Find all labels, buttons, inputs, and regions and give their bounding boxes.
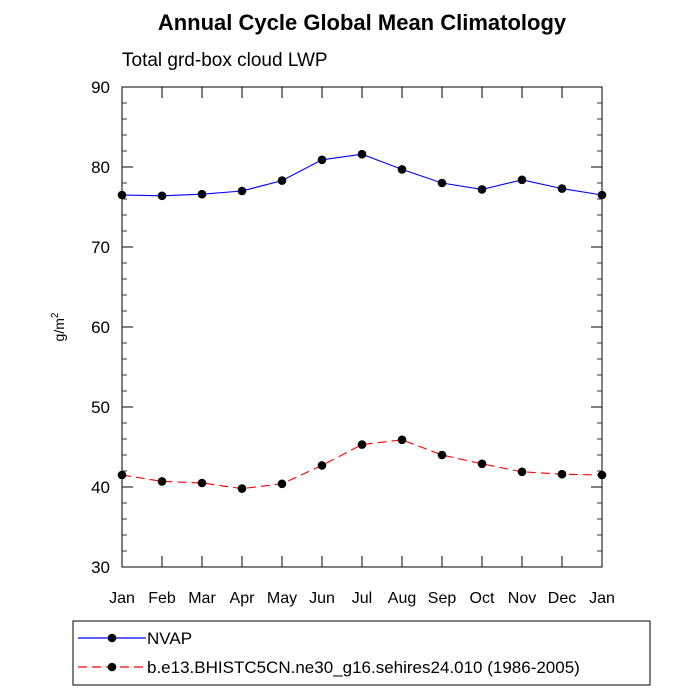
y-axis-label: g/m2 (50, 312, 67, 341)
x-tick-labels: Jan Feb Mar Apr May Jun Jul Aug Sep Oct Nov Dec Jan (109, 590, 615, 607)
x-tick-label: Sep (428, 590, 457, 607)
x-tick-label: Aug (388, 590, 416, 607)
series-0-point (437, 178, 447, 188)
series-1-point (397, 435, 407, 445)
series-1-point (557, 469, 567, 479)
major-ticks (121, 86, 603, 568)
y-tick-label: 90 (91, 78, 110, 97)
y-tick-label: 80 (91, 158, 110, 177)
x-tick-label: Nov (508, 590, 536, 607)
y-axis-label-text: g/m (51, 318, 67, 341)
x-tick-label: Feb (148, 590, 176, 607)
plot-area (121, 86, 603, 568)
legend-marker-nvap (107, 633, 117, 643)
series-0-point (517, 175, 527, 185)
x-tick-label: Dec (548, 590, 576, 607)
x-tick-label: Jan (109, 590, 135, 607)
legend: NVAP b.e13.BHISTC5CN.ne30_g16.sehires24.… (72, 620, 651, 686)
series-0-point (197, 189, 207, 199)
x-tick-label: Jul (352, 590, 372, 607)
series-0-point (157, 191, 167, 201)
y-tick-label: 30 (91, 558, 110, 577)
legend-label-model: b.e13.BHISTC5CN.ne30_g16.sehires24.010 (… (147, 658, 580, 677)
series-0-point (477, 185, 487, 194)
y-tick-label: 40 (91, 478, 110, 497)
series-1-point (597, 470, 607, 480)
series-0-point (357, 149, 367, 159)
series-0-point (117, 190, 127, 200)
minor-ticks (122, 102, 602, 552)
legend-marker-model (107, 662, 117, 672)
series-1-point (477, 459, 487, 469)
series-1-point (117, 470, 127, 480)
series-1-point (237, 484, 247, 493)
series-1-point (277, 479, 287, 489)
y-tick-label: 70 (91, 238, 110, 257)
series-1-point (517, 467, 527, 477)
chart-subtitle: Total grd-box cloud LWP (122, 50, 328, 71)
series-1-point (437, 450, 447, 460)
y-tick-labels: 30 40 50 60 70 80 90 (91, 78, 110, 577)
series-0-point (237, 186, 247, 196)
legend-label-nvap: NVAP (147, 629, 192, 648)
y-tick-label: 60 (91, 318, 110, 337)
plot-frame (121, 86, 603, 568)
series-1-point (357, 440, 367, 449)
legend-box (72, 620, 651, 686)
svg-text:g/m2: g/m2 (50, 312, 67, 341)
series-1-point (157, 477, 167, 486)
series-0-point (597, 190, 607, 200)
x-tick-label: Oct (470, 590, 495, 607)
y-tick-label: 50 (91, 398, 110, 417)
series-0-point (397, 165, 407, 174)
x-tick-label: Jan (589, 590, 615, 607)
x-tick-label: Mar (188, 590, 216, 607)
series-0-point (277, 176, 287, 185)
x-tick-label: Apr (230, 590, 256, 607)
series-line-0 (121, 153, 603, 197)
x-tick-label: Jun (309, 590, 335, 607)
y-axis-label-superscript: 2 (50, 312, 61, 318)
series-group (117, 149, 607, 493)
series-0-point (317, 155, 327, 165)
series-0-point (557, 184, 567, 193)
chart-title: Annual Cycle Global Mean Climatology (158, 10, 567, 35)
x-tick-label: May (267, 590, 297, 607)
series-1-point (317, 461, 327, 470)
series-1-point (197, 478, 207, 488)
